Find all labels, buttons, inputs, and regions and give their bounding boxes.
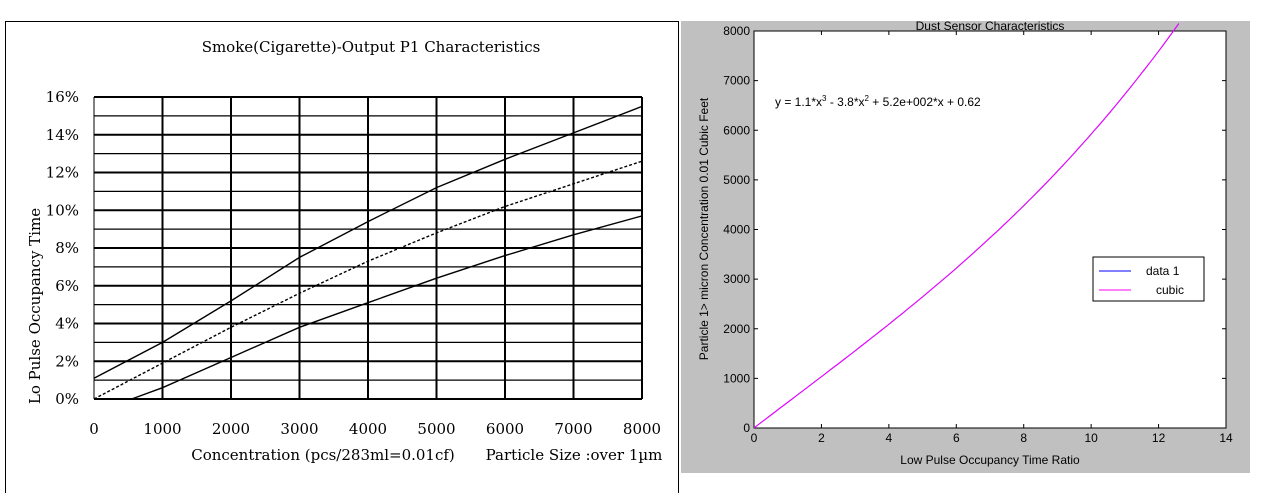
x-tick-label: 14 — [1219, 431, 1233, 445]
x-tick-label: 2 — [818, 431, 825, 445]
series-line-upper — [93, 105, 643, 379]
right-chart-xlabel: Low Pulse Occupancy Time Ratio — [900, 453, 1080, 467]
x-tick-label: 10 — [1084, 431, 1098, 445]
series-line-typical — [93, 160, 643, 400]
x-tick-label: 8 — [1020, 431, 1027, 445]
x-tick-label: 6 — [953, 431, 960, 445]
y-tick-label: 10% — [46, 201, 79, 219]
fit-equation-annotation: y = 1.1*x3 - 3.8*x2 + 5.2e+002*x + 0.62 — [775, 94, 981, 109]
y-tick-label: 12% — [46, 164, 79, 182]
y-tick-label: 2000 — [723, 322, 750, 336]
left-chart-series — [93, 105, 643, 400]
y-tick-label: 8000 — [723, 24, 750, 38]
legend-label-cubic: cubic — [1156, 283, 1184, 297]
dust-sensor-chart: Dust Sensor Characteristics Particle 1> … — [697, 21, 1233, 467]
left-chart-tick-labels: 0 1000 2000 3000 4000 5000 6000 7000 8000 0% 2% 4% 6… — [46, 88, 661, 438]
left-chart-grid — [93, 96, 643, 400]
y-tick-label: 0% — [55, 390, 79, 408]
right-chart-series — [753, 23, 1180, 429]
y-tick-label: 2% — [55, 352, 79, 370]
y-tick-label: 0 — [743, 421, 750, 435]
legend-label-data-1: data 1 — [1146, 264, 1180, 278]
y-tick-label: 3000 — [723, 272, 750, 286]
y-tick-label: 14% — [46, 126, 79, 144]
left-chart-ylabel: Lo Pulse Occupancy Time — [26, 208, 44, 404]
left-chart-xlabel: Concentration (pcs/283ml=0.01cf) — [191, 446, 455, 464]
y-tick-label: 5000 — [723, 173, 750, 187]
x-tick-label: 1000 — [143, 420, 181, 438]
y-tick-label: 6% — [55, 277, 79, 295]
right-chart-title: Dust Sensor Characteristics — [916, 21, 1065, 33]
right-chart-ylabel: Particle 1> micron Concentration 0.01 Cu… — [697, 97, 711, 360]
right-chart-panel: Dust Sensor Characteristics Particle 1> … — [681, 21, 1250, 473]
x-tick-label: 4000 — [349, 420, 387, 438]
x-tick-label: 4 — [886, 431, 893, 445]
series-line-cubic — [753, 23, 1180, 429]
y-tick-label: 16% — [46, 88, 79, 106]
x-tick-label: 8000 — [623, 420, 661, 438]
left-chart-xlabel-note: Particle Size :over 1µm — [486, 446, 663, 464]
y-tick-label: 6000 — [723, 123, 750, 137]
right-chart-legend: data 1 cubic — [1092, 256, 1205, 302]
right-chart-plot-area — [753, 30, 1227, 429]
y-tick-label: 4000 — [723, 223, 750, 237]
x-tick-label: 0 — [89, 420, 99, 438]
y-tick-label: 8% — [55, 239, 79, 257]
series-line-lower — [131, 215, 643, 400]
x-tick-label: 6000 — [486, 420, 524, 438]
y-tick-label: 7000 — [723, 74, 750, 88]
x-tick-label: 7000 — [554, 420, 592, 438]
x-tick-label: 0 — [751, 431, 758, 445]
x-tick-label: 12 — [1152, 431, 1166, 445]
left-chart-title: Smoke(Cigarette)-Output P1 Characteristi… — [202, 38, 541, 56]
left-chart-panel: Smoke(Cigarette)-Output P1 Characteristi… — [5, 21, 679, 493]
x-tick-label: 2000 — [212, 420, 250, 438]
y-tick-label: 1000 — [723, 371, 750, 385]
right-chart-ticks: 0 2 4 6 8 10 12 14 0 1000 2000 3000 4000 5000 6000 7000… — [723, 24, 1233, 445]
x-tick-label: 5000 — [417, 420, 455, 438]
y-tick-label: 4% — [55, 315, 79, 333]
legend-box — [1092, 256, 1205, 302]
x-tick-label: 3000 — [280, 420, 318, 438]
smoke-chart: Smoke(Cigarette)-Output P1 Characteristi… — [26, 38, 663, 464]
